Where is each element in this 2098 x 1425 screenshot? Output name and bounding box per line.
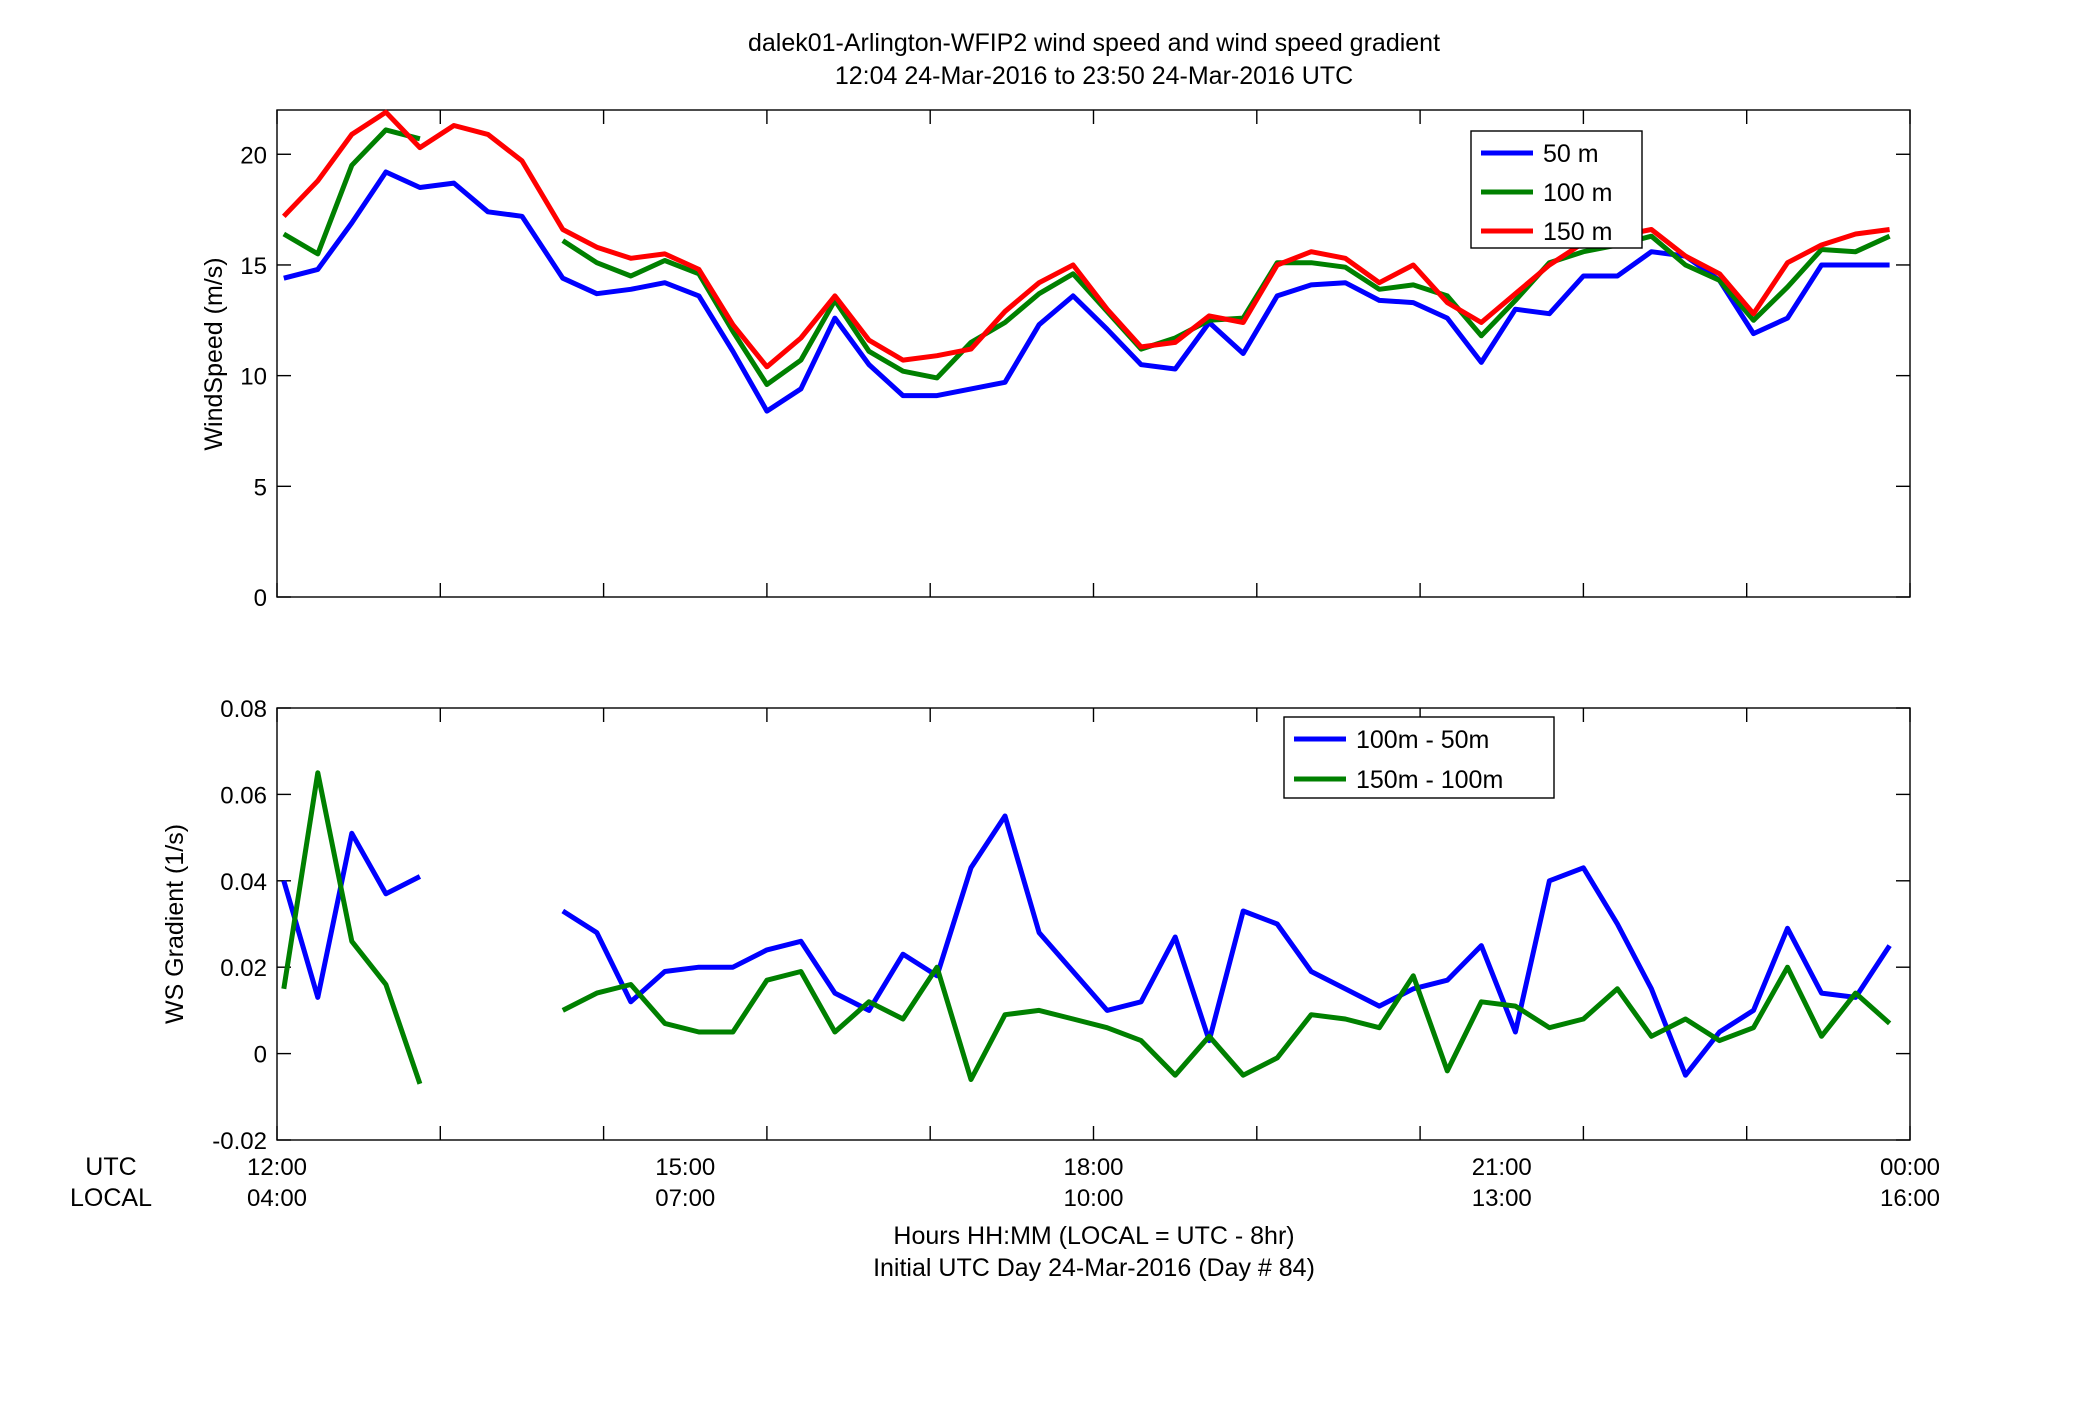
legend-entry-label: 100m - 50m (1356, 726, 1489, 754)
y-tick-label: 0 (254, 1042, 267, 1069)
legend-entry-label: 150 m (1543, 218, 1612, 246)
series-line-50-m (283, 169, 1890, 414)
y-tick-label: 20 (240, 142, 267, 169)
local-tick-labels: 04:00 07:00 10:00 13:00 16:00 (247, 1185, 1940, 1212)
y-tick-label: 0.04 (220, 869, 267, 896)
legend-entry-label: 100 m (1543, 179, 1612, 207)
wind-speed-xticks (276, 110, 1911, 597)
series-line-100m-50m (281, 813, 1892, 1078)
y-tick-label: 15 (240, 253, 267, 280)
y-tick-label: 0.02 (220, 955, 267, 982)
local-tick-label: 04:00 (247, 1185, 307, 1212)
y-tick-label: 0.08 (220, 696, 267, 723)
gradient-panel: -0.02 0 0.02 0.04 0.06 0.08 WS Gradient (1/s)… (161, 696, 1911, 1155)
gradient-yticks: -0.02 0 0.02 0.04 0.06 0.08 (212, 696, 1910, 1155)
utc-tick-label: 00:00 (1880, 1154, 1940, 1181)
local-tick-label: 10:00 (1063, 1185, 1123, 1212)
y-tick-label: 5 (254, 474, 267, 501)
wind-speed-plot-area (276, 109, 1911, 598)
figure-title-line-2: 12:04 24-Mar-2016 to 23:50 24-Mar-2016 U… (835, 62, 1353, 90)
wind-speed-legend: 50 m 100 m 150 m (1470, 130, 1643, 249)
utc-tick-label: 18:00 (1063, 1154, 1123, 1181)
wind-speed-panel: 0 5 10 15 20 WindSpeed (m/s) 50 m 100 m 150 m (200, 109, 1911, 612)
local-tick-label: 16:00 (1880, 1185, 1940, 1212)
series-line-150m-100m (281, 770, 1892, 1085)
wind-speed-yticks: 0 5 10 15 20 (240, 142, 1910, 612)
legend-box (1283, 716, 1555, 799)
legend-entry-label: 50 m (1543, 140, 1599, 168)
local-tick-label: 07:00 (655, 1185, 715, 1212)
y-tick-label: 0.06 (220, 782, 267, 809)
utc-tick-label: 21:00 (1472, 1154, 1532, 1181)
x-axis-label-line-2: Initial UTC Day 24-Mar-2016 (Day # 84) (873, 1254, 1315, 1282)
x-axis-label-line-1: Hours HH:MM (LOCAL = UTC - 8hr) (893, 1222, 1294, 1250)
gradient-plot-area (276, 707, 1911, 1141)
utc-row-label: UTC (85, 1153, 136, 1181)
local-tick-label: 13:00 (1472, 1185, 1532, 1212)
utc-tick-label: 12:00 (247, 1154, 307, 1181)
y-tick-label: 0 (254, 585, 267, 612)
gradient-legend: 100m - 50m 150m - 100m (1283, 716, 1555, 799)
legend-entry-label: 150m - 100m (1356, 766, 1503, 794)
gradient-series (281, 770, 1892, 1085)
y-tick-label: 10 (240, 364, 267, 391)
y-tick-label: -0.02 (212, 1128, 267, 1155)
wind-speed-ylabel: WindSpeed (m/s) (200, 257, 228, 450)
local-row-label: LOCAL (70, 1184, 152, 1212)
utc-tick-label: 15:00 (655, 1154, 715, 1181)
gradient-ylabel: WS Gradient (1/s) (161, 824, 189, 1024)
figure-title-line-1: dalek01-Arlington-WFIP2 wind speed and w… (748, 29, 1440, 57)
utc-tick-labels: 12:00 15:00 18:00 21:00 00:00 (247, 1154, 1940, 1181)
